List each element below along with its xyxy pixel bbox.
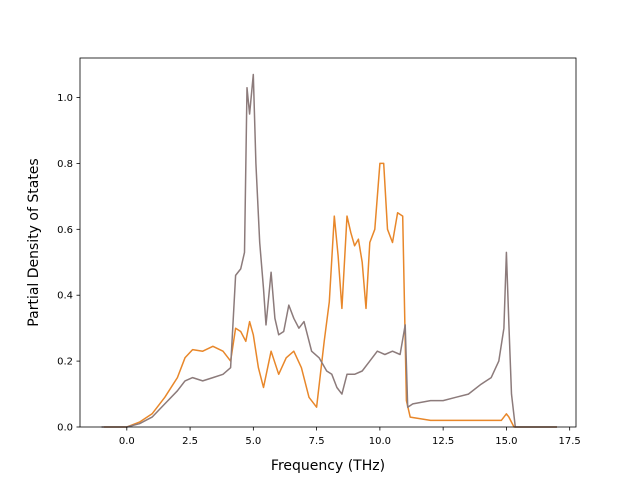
x-tick-label: 2.5 (182, 436, 198, 447)
y-tick-label: 0.2 (57, 357, 73, 368)
series-layer (101, 73, 557, 428)
y-tick-label: 0.4 (57, 291, 73, 302)
x-tick-label: 15.0 (495, 436, 517, 447)
y-tick-label: 0.6 (57, 225, 73, 236)
x-tick-label: 10.0 (369, 436, 391, 447)
series-line-2 (101, 73, 557, 428)
plot-frame (79, 57, 577, 428)
x-tick-label: 0.0 (119, 436, 135, 447)
x-tick-label: 7.5 (309, 436, 325, 447)
x-axis-ticks: 0.0 2.5 5.0 7.5 10.0 12.5 15.0 17.5 (119, 427, 581, 447)
plot-area (80, 58, 576, 427)
x-tick-label: 12.5 (432, 436, 454, 447)
series-line-1 (104, 162, 557, 428)
y-axis-ticks: 0.0 0.2 0.4 0.6 0.8 1.0 (57, 93, 80, 434)
y-axis-label: Partial Density of States (26, 158, 42, 326)
x-tick-label: 17.5 (559, 436, 581, 447)
x-axis-label: Frequency (THz) (271, 458, 385, 474)
x-tick-label: 5.0 (245, 436, 261, 447)
y-tick-label: 0.8 (57, 159, 73, 170)
y-tick-label: 1.0 (57, 93, 73, 104)
y-tick-label: 0.0 (57, 423, 73, 434)
